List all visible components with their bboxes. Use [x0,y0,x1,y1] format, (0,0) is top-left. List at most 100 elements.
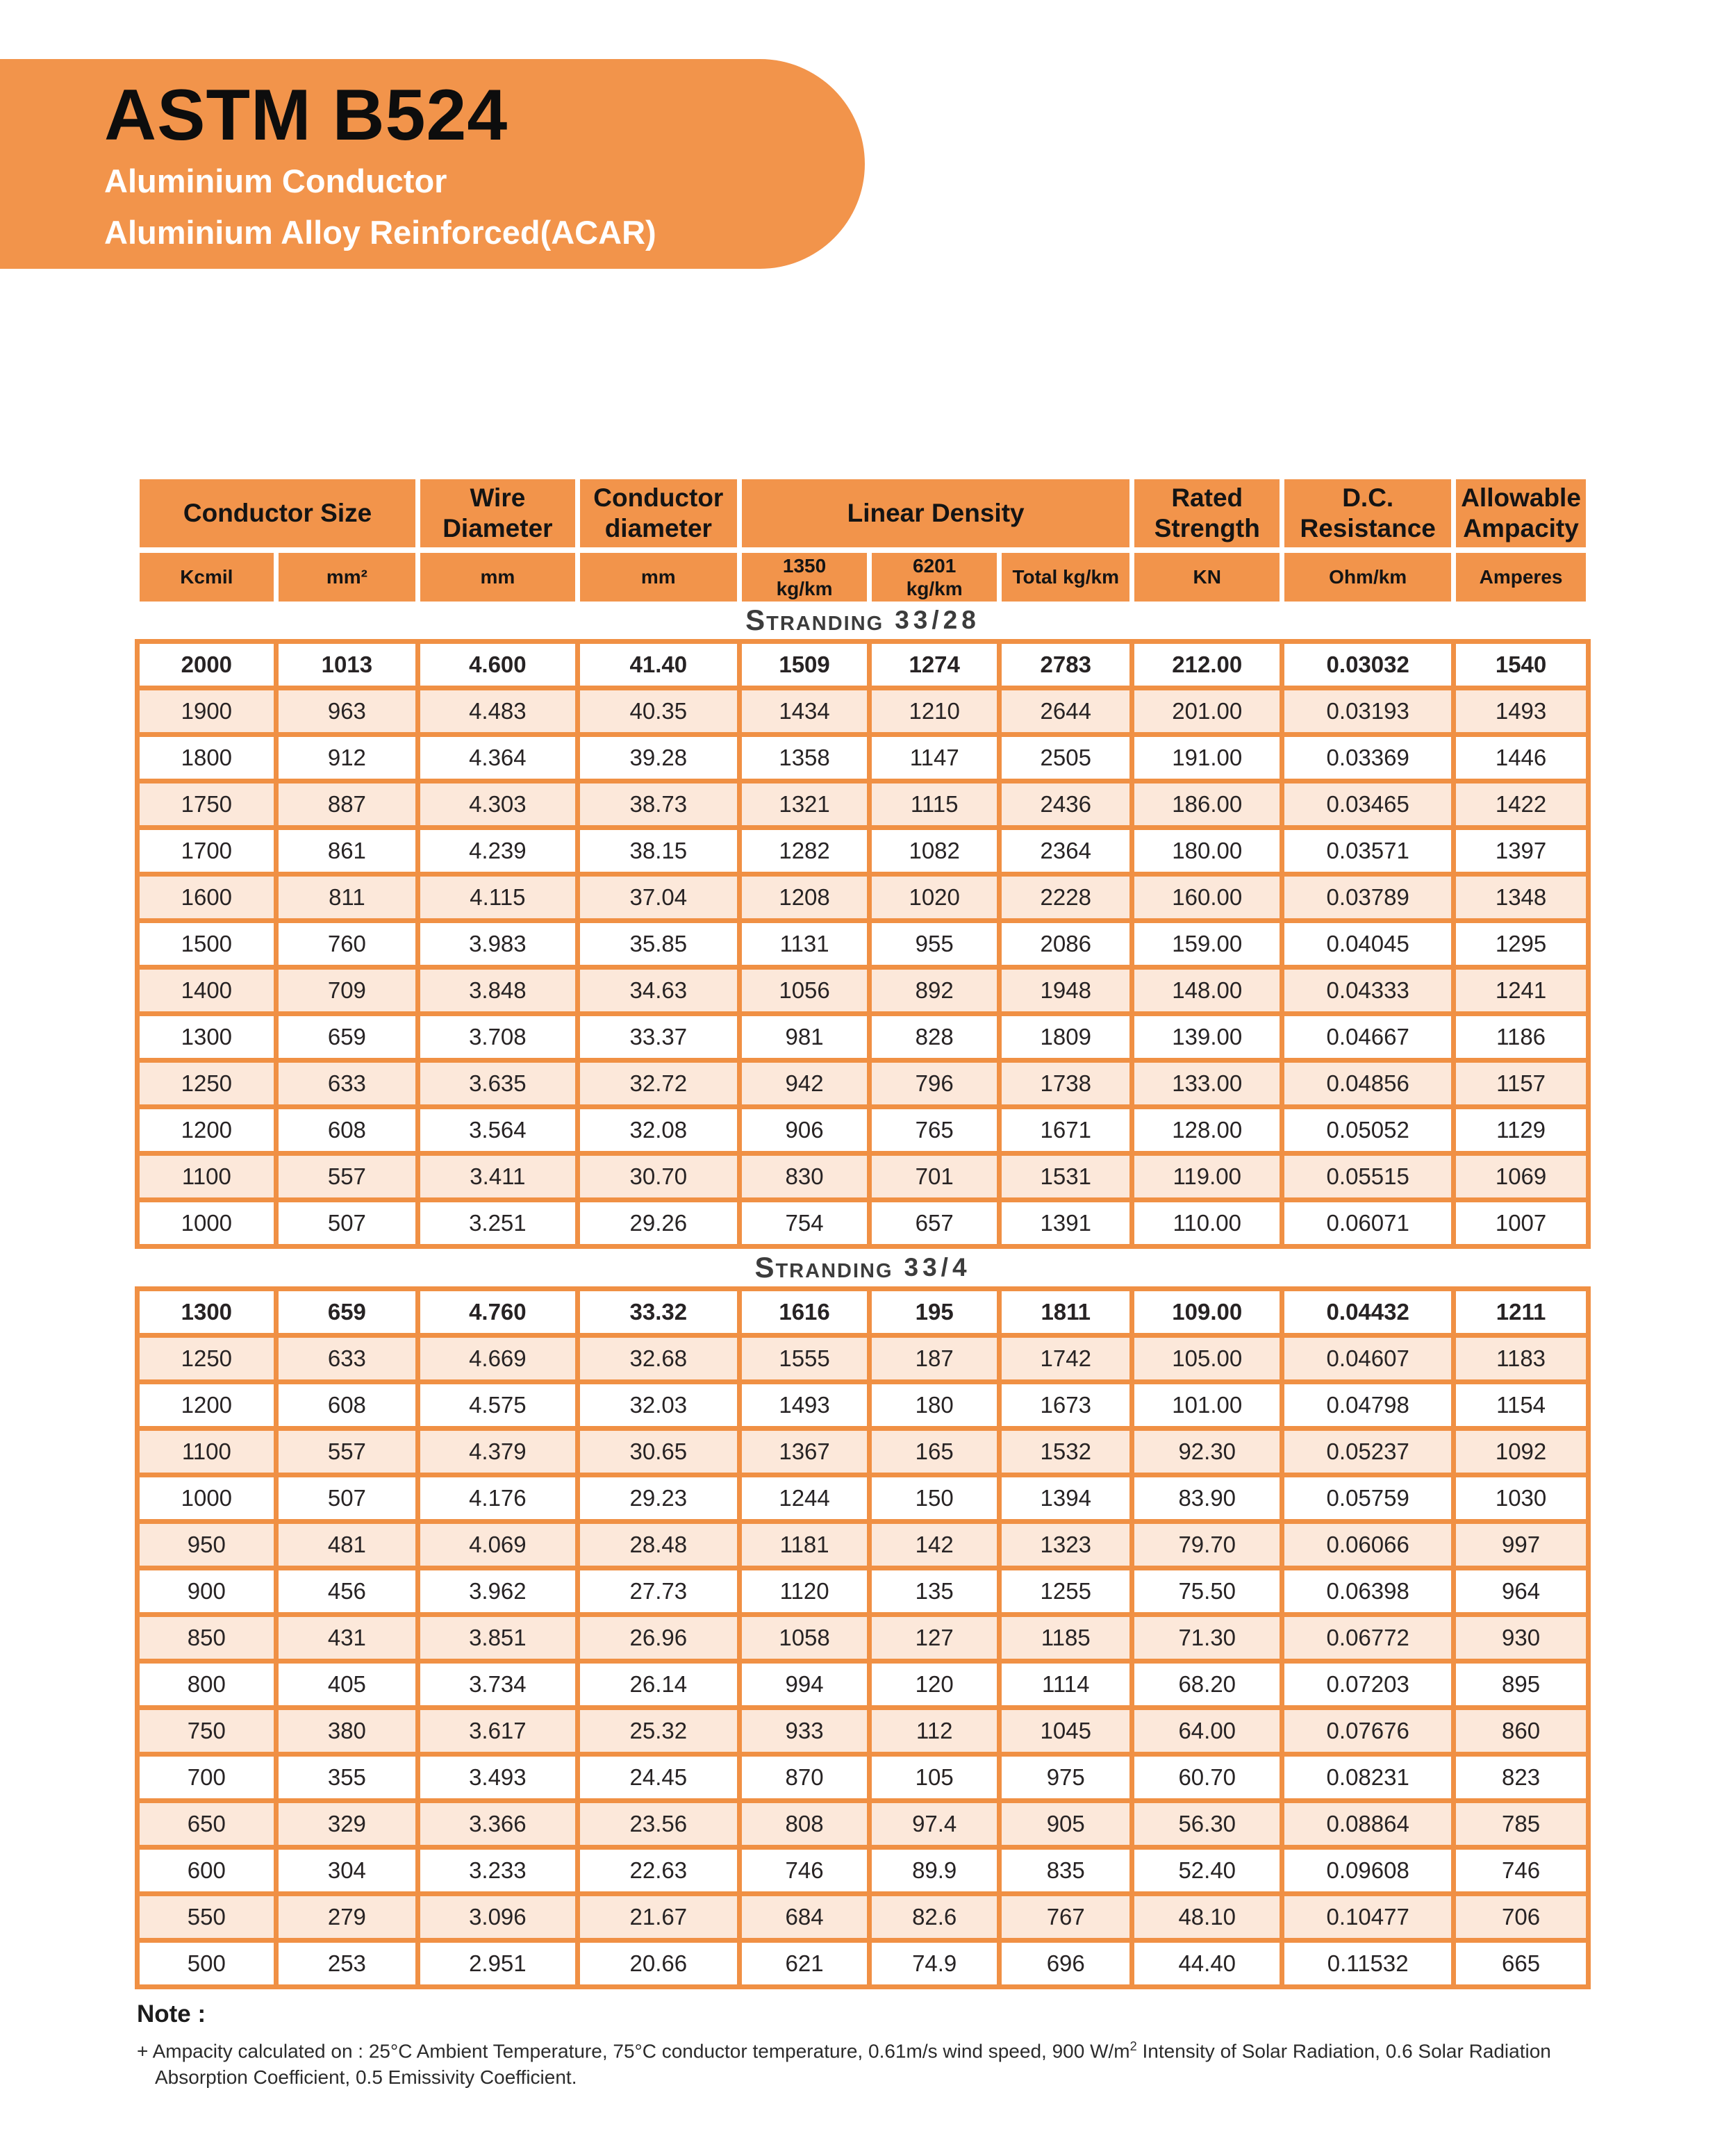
column-unit-header: Kcmil [140,553,274,602]
table-cell: 25.32 [579,1710,737,1752]
table-cell: 29.26 [579,1202,737,1244]
table-cell: 767 [1002,1896,1130,1938]
table-cell: 150 [872,1477,997,1519]
table-cell: 3.635 [420,1063,575,1104]
table-cell: 26.14 [579,1664,737,1705]
table-cell: 659 [278,1291,416,1333]
table-cell: 0.04607 [1284,1338,1452,1379]
table-cell: 30.70 [579,1156,737,1197]
table-cell: 83.90 [1134,1477,1280,1519]
table-cell: 557 [278,1156,416,1197]
section-title: Stranding 33/4 [135,1249,1591,1286]
table-cell: 187 [872,1338,997,1379]
table-cell: 550 [140,1896,274,1938]
table-cell: 30.65 [579,1431,737,1473]
table-cell: 201.00 [1134,690,1280,732]
column-group-header: Conductor Size [140,479,416,547]
table-cell: 380 [278,1710,416,1752]
table-cell: 912 [278,737,416,779]
table-cell: 1131 [742,923,868,965]
column-unit-header: mm² [278,553,416,602]
table-cell: 750 [140,1710,274,1752]
table-cell: 1323 [1002,1524,1130,1566]
table-cell: 112 [872,1710,997,1752]
table-cell: 0.08231 [1284,1757,1452,1798]
table-cell: 0.04333 [1284,970,1452,1011]
table-cell: 191.00 [1134,737,1280,779]
table-cell: 128.00 [1134,1109,1280,1151]
table-cell: 887 [278,783,416,825]
table-cell: 0.03571 [1284,830,1452,872]
table-cell: 4.364 [420,737,575,779]
table-cell: 650 [140,1803,274,1845]
table-cell: 1181 [742,1524,868,1566]
table-cell: 1255 [1002,1570,1130,1612]
table-cell: 0.06772 [1284,1617,1452,1659]
table-cell: 3.096 [420,1896,575,1938]
table-cell: 0.04667 [1284,1016,1452,1058]
table-cell: 4.379 [420,1431,575,1473]
table-cell: 119.00 [1134,1156,1280,1197]
table-cell: 40.35 [579,690,737,732]
table-cell: 110.00 [1134,1202,1280,1244]
table-cell: 500 [140,1943,274,1984]
table-cell: 0.04045 [1284,923,1452,965]
note-line-2: Absorption Coefficient, 0.5 Emissivity C… [155,2066,577,2089]
table-cell: 3.848 [420,970,575,1011]
document-subtitle-line2: Aluminium Alloy Reinforced(ACAR) [104,214,656,251]
table-cell: 760 [278,923,416,965]
section-title-word: Stranding [754,1251,893,1284]
table-cell: 997 [1456,1524,1586,1566]
table-cell: 1600 [140,877,274,918]
table-cell: 1114 [1002,1664,1130,1705]
column-group-header: Wire Diameter [420,479,575,547]
table-cell: 33.32 [579,1291,737,1333]
table-cell: 0.03465 [1284,783,1452,825]
table-cell: 37.04 [579,877,737,918]
table-cell: 955 [872,923,997,965]
table-cell: 1295 [1456,923,1586,965]
table-cell: 930 [1456,1617,1586,1659]
table-cell: 74.9 [872,1943,997,1984]
note-block: Note : + Ampacity calculated on : 25°C A… [137,2000,1596,2091]
table-cell: 754 [742,1202,868,1244]
table-cell: 97.4 [872,1803,997,1845]
table-cell: 1007 [1456,1202,1586,1244]
table-cell: 32.72 [579,1063,737,1104]
superscript-2: 2 [1129,2039,1137,2053]
table-cell: 0.03789 [1284,877,1452,918]
table-cell: 1900 [140,690,274,732]
table-cell: 892 [872,970,997,1011]
table-cell: 0.03193 [1284,690,1452,732]
table-cell: 3.983 [420,923,575,965]
table-cell: 127 [872,1617,997,1659]
table-cell: 1030 [1456,1477,1586,1519]
table-cell: 1616 [742,1291,868,1333]
table-cell: 68.20 [1134,1664,1280,1705]
note-label: Note : [137,2000,206,2028]
table-cell: 35.85 [579,923,737,965]
table-cell: 1069 [1456,1156,1586,1197]
column-unit-header: Amperes [1456,553,1586,602]
table-cell: 22.63 [579,1850,737,1891]
table-cell: 4.760 [420,1291,575,1333]
table-cell: 1056 [742,970,868,1011]
table-cell: 2436 [1002,783,1130,825]
table-cell: 148.00 [1134,970,1280,1011]
table-cell: 1500 [140,923,274,965]
table-cell: 1742 [1002,1338,1130,1379]
table-cell: 92.30 [1134,1431,1280,1473]
table-cell: 1321 [742,783,868,825]
table-cell: 1348 [1456,877,1586,918]
table-cell: 1738 [1002,1063,1130,1104]
column-unit-header: KN [1134,553,1280,602]
table-cell: 0.07676 [1284,1710,1452,1752]
table-cell: 4.115 [420,877,575,918]
table-cell: 1013 [278,644,416,686]
table-cell: 1100 [140,1431,274,1473]
table-cell: 1200 [140,1109,274,1151]
table-cell: 0.03032 [1284,644,1452,686]
table-cell: 0.05052 [1284,1109,1452,1151]
table-cell: 1210 [872,690,997,732]
table-cell: 0.08864 [1284,1803,1452,1845]
